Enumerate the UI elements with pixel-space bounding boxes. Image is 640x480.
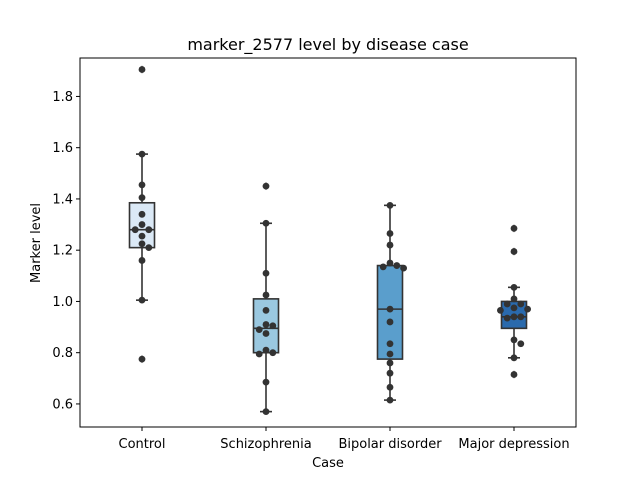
plot-frame xyxy=(79,57,577,428)
swarm-point xyxy=(386,201,394,209)
swarm-point xyxy=(510,295,518,303)
swarm-point xyxy=(262,346,270,354)
swarm-point xyxy=(379,263,387,271)
swarm-point xyxy=(386,396,394,404)
swarm-point xyxy=(386,359,394,367)
y-tick-label: 1.6 xyxy=(52,141,73,156)
swarm-point xyxy=(510,354,518,362)
swarm-point xyxy=(497,307,504,314)
swarm-point xyxy=(262,269,270,277)
swarm-point xyxy=(393,262,401,269)
x-axis-label: Case xyxy=(312,456,344,471)
swarm-point xyxy=(255,326,263,334)
swarm-point xyxy=(517,340,525,348)
swarm-point xyxy=(386,230,394,237)
swarm-point xyxy=(386,305,394,313)
swarm-point xyxy=(510,225,518,232)
y-tick-label: 1.8 xyxy=(52,90,73,105)
chart-title: marker_2577 level by disease case xyxy=(187,35,468,55)
swarm-point xyxy=(262,219,270,227)
swarm-point xyxy=(145,244,153,252)
swarm-point xyxy=(269,349,277,357)
swarm-point xyxy=(138,194,146,202)
swarm-point xyxy=(524,305,531,313)
swarm-point xyxy=(510,313,518,321)
swarm-point xyxy=(517,313,525,321)
swarm-point xyxy=(510,283,518,291)
swarm-point xyxy=(255,350,263,358)
swarm-point xyxy=(510,336,518,344)
y-axis-label: Marker level xyxy=(29,203,44,283)
swarm-point xyxy=(386,259,394,267)
swarm-point xyxy=(262,330,270,337)
swarm-point xyxy=(386,383,394,391)
y-tick-label: 1.0 xyxy=(52,295,73,310)
swarm-point xyxy=(262,321,270,328)
swarm-point xyxy=(386,369,394,377)
swarm-point xyxy=(386,340,394,348)
y-tick-label: 0.6 xyxy=(52,397,73,412)
swarm-point xyxy=(138,150,146,158)
swarm-point xyxy=(517,300,525,308)
swarm-point xyxy=(262,307,270,314)
swarm-point xyxy=(510,304,518,312)
swarm-point xyxy=(269,322,277,330)
swarm-point xyxy=(138,210,146,218)
x-tick-label: Schizophrenia xyxy=(220,437,311,452)
swarm-point xyxy=(138,232,146,240)
y-tick-label: 1.2 xyxy=(52,244,73,259)
swarm-point xyxy=(400,264,407,272)
swarm-point xyxy=(262,408,270,416)
swarm-point xyxy=(138,66,146,73)
y-tick-label: 0.8 xyxy=(52,346,73,361)
swarm-point xyxy=(138,240,146,248)
swarm-point xyxy=(510,371,518,378)
y-tick-label: 1.4 xyxy=(52,192,73,207)
x-tick-label: Bipolar disorder xyxy=(338,437,442,452)
swarm-point xyxy=(386,318,394,326)
swarm-point xyxy=(145,226,153,234)
swarm-point xyxy=(138,355,146,363)
swarm-point xyxy=(262,378,270,386)
swarm-point xyxy=(138,296,146,304)
swarm-point xyxy=(503,314,511,322)
swarm-point xyxy=(262,182,270,190)
swarm-point xyxy=(386,241,394,249)
swarm-point xyxy=(503,300,511,308)
x-tick-label: Control xyxy=(119,437,166,452)
swarm-point xyxy=(131,226,139,234)
plot-area: 0.6 0.8 1.0 1.2 1.4 1.6 1.8 Control Schizophreni… xyxy=(52,65,570,452)
x-tick-label: Major depression xyxy=(458,437,569,452)
swarm-point xyxy=(386,350,394,358)
swarm-point xyxy=(138,221,146,228)
swarm-point xyxy=(262,291,270,299)
swarm-point xyxy=(138,257,146,264)
swarm-point xyxy=(510,248,518,255)
swarm-point xyxy=(138,181,146,189)
